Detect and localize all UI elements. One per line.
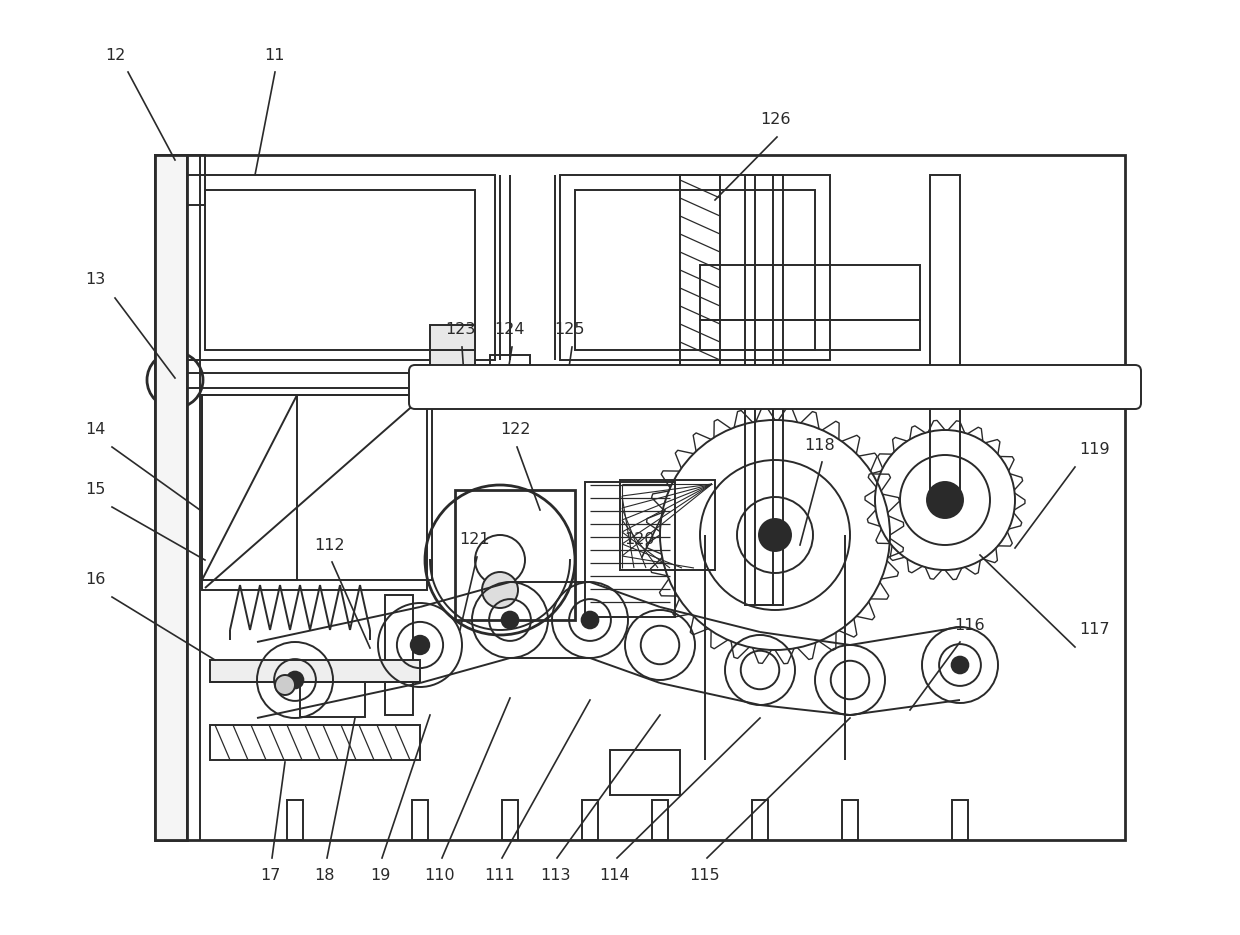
Circle shape [928, 482, 963, 518]
Bar [185, 175, 495, 360]
Bar [430, 325, 475, 350]
Bar [701, 265, 920, 320]
Text: 121: 121 [460, 533, 490, 548]
Text: 111: 111 [485, 868, 516, 883]
Text: 17: 17 [260, 868, 280, 883]
Bar [205, 190, 475, 350]
Circle shape [410, 636, 429, 654]
Bar [210, 725, 420, 760]
Text: 14: 14 [84, 423, 105, 438]
Bar [430, 350, 475, 375]
Bar [585, 482, 675, 617]
Text: 119: 119 [1080, 442, 1110, 457]
Text: 16: 16 [84, 572, 105, 587]
Bar [755, 175, 773, 605]
Text: 15: 15 [84, 482, 105, 497]
Text: 125: 125 [554, 323, 585, 338]
Text: 110: 110 [424, 868, 455, 883]
Bar [384, 595, 413, 715]
Bar [202, 395, 432, 580]
Bar [286, 800, 303, 840]
Circle shape [582, 611, 599, 628]
Text: 18: 18 [315, 868, 335, 883]
Text: 124: 124 [495, 323, 526, 338]
Text: 113: 113 [539, 868, 570, 883]
Circle shape [482, 572, 518, 608]
Bar [582, 800, 598, 840]
Circle shape [502, 611, 518, 628]
Text: 112: 112 [315, 538, 345, 553]
Bar [155, 155, 185, 235]
Bar [202, 395, 427, 590]
Bar [575, 190, 815, 350]
Text: 12: 12 [105, 48, 125, 63]
Bar [560, 175, 830, 360]
Text: 126: 126 [760, 112, 790, 127]
Text: 122: 122 [500, 423, 531, 438]
Bar [842, 800, 858, 840]
Bar [430, 375, 475, 400]
Circle shape [951, 656, 968, 673]
Circle shape [286, 671, 304, 688]
Bar [202, 395, 298, 580]
Bar [652, 800, 668, 840]
Text: 19: 19 [370, 868, 391, 883]
Bar [546, 375, 600, 397]
Text: 120: 120 [625, 533, 655, 548]
Bar [300, 682, 365, 717]
Bar [502, 800, 518, 840]
Text: 116: 116 [955, 617, 986, 632]
Bar [952, 800, 968, 840]
Bar [490, 355, 529, 373]
Text: 115: 115 [689, 868, 720, 883]
Bar [610, 750, 680, 795]
Bar [155, 155, 187, 840]
Circle shape [759, 519, 791, 551]
Bar [455, 490, 575, 620]
Bar [490, 375, 529, 393]
Text: 11: 11 [265, 48, 285, 63]
Bar [412, 800, 428, 840]
Text: 123: 123 [445, 323, 475, 338]
Text: 114: 114 [600, 868, 630, 883]
Bar [210, 660, 420, 682]
Text: 13: 13 [84, 272, 105, 287]
Bar [680, 175, 720, 370]
Bar [745, 175, 782, 605]
Text: 118: 118 [805, 438, 836, 453]
Bar [701, 320, 920, 350]
Bar [155, 155, 205, 205]
Bar [751, 800, 768, 840]
Text: 117: 117 [1080, 623, 1110, 638]
Bar [620, 480, 715, 570]
Bar [930, 175, 960, 505]
FancyBboxPatch shape [409, 365, 1141, 409]
Bar [155, 155, 1125, 840]
Circle shape [275, 675, 295, 695]
